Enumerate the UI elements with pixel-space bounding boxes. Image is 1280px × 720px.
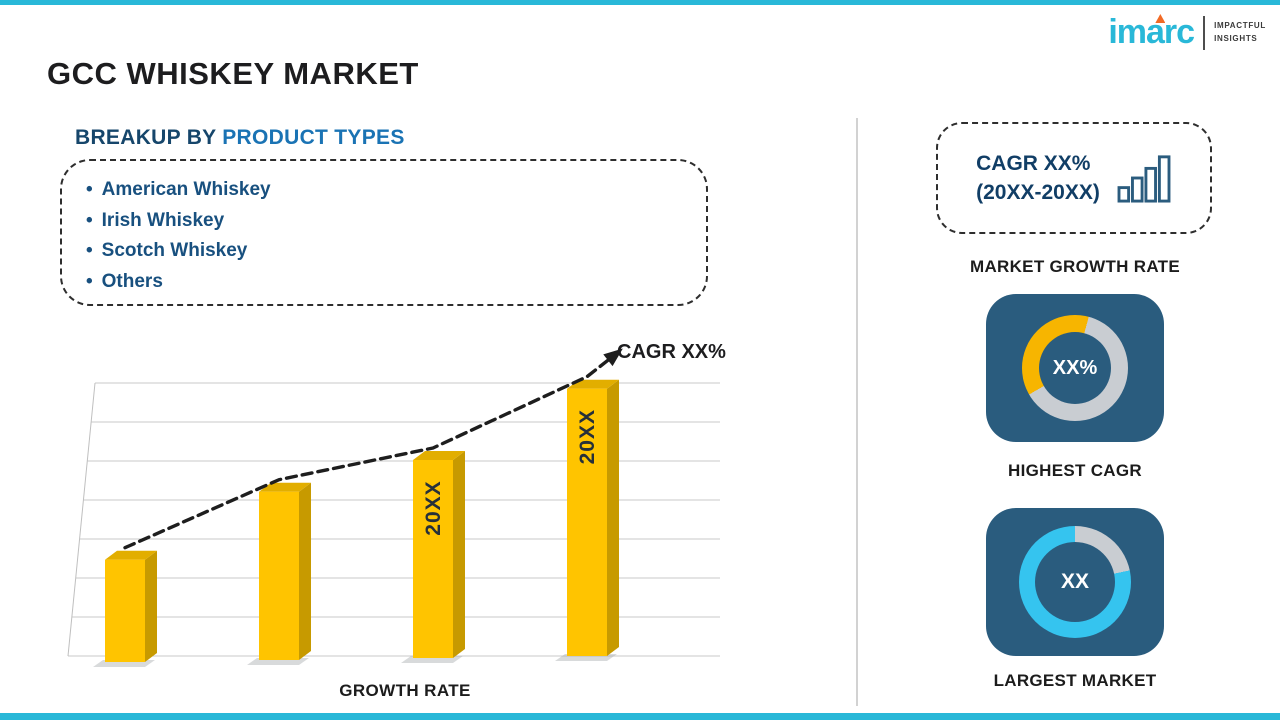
svg-text:20XX: 20XX xyxy=(422,480,445,535)
cagr-box-text: CAGR XX% (20XX-20XX) xyxy=(976,149,1100,208)
bar-chart-icon xyxy=(1117,155,1171,203)
cagr-box: CAGR XX% (20XX-20XX) xyxy=(936,122,1212,234)
top-accent-stripe xyxy=(0,0,1280,5)
chart-x-axis-label: GROWTH RATE xyxy=(339,681,471,700)
product-type-item: American Whiskey xyxy=(86,175,706,206)
product-type-item: Others xyxy=(86,267,706,298)
imarc-logo-brand: imarc xyxy=(1108,13,1195,52)
growth-bar-chart: 20XX 20XX xyxy=(67,348,720,667)
highest-cagr-donut: XX% xyxy=(1022,315,1128,421)
logo-tagline-line2: INSIGHTS xyxy=(1214,33,1258,43)
product-type-item: Irish Whiskey xyxy=(86,206,706,237)
largest-market-value: XX xyxy=(1060,570,1089,593)
trend-cagr-label: CAGR XX% xyxy=(617,341,726,363)
largest-market-tile: XX xyxy=(986,508,1164,656)
highest-cagr-tile: XX% xyxy=(986,294,1164,442)
svg-text:20XX: 20XX xyxy=(576,409,599,464)
product-types-list: American Whiskey Irish Whiskey Scotch Wh… xyxy=(62,161,706,297)
largest-market-donut-hole: XX xyxy=(1035,542,1115,622)
highest-cagr-value: XX% xyxy=(1052,356,1098,379)
cagr-box-period: (20XX-20XX) xyxy=(976,181,1100,204)
breakup-heading-highlight: PRODUCT TYPES xyxy=(222,126,405,149)
product-type-item: Scotch Whiskey xyxy=(86,236,706,267)
logo-tagline: IMPACTFUL INSIGHTS xyxy=(1214,20,1266,46)
market-growth-rate-label: MARKET GROWTH RATE xyxy=(969,257,1180,276)
cagr-box-value: CAGR XX% xyxy=(976,151,1091,175)
breakup-heading-prefix: BREAKUP BY xyxy=(75,126,223,149)
imarc-logo-text: imarc xyxy=(1108,13,1195,51)
page-title: GCC WHISKEY MARKET xyxy=(47,56,419,91)
bottom-accent-stripe xyxy=(0,713,1280,720)
largest-market-label: LARGEST MARKET xyxy=(993,671,1157,690)
vertical-divider xyxy=(856,118,858,706)
largest-market-donut: XX xyxy=(1019,526,1131,638)
highest-cagr-donut-hole: XX% xyxy=(1039,332,1111,404)
flame-icon xyxy=(1155,14,1166,23)
product-types-box: American Whiskey Irish Whiskey Scotch Wh… xyxy=(60,159,708,306)
highest-cagr-label: HIGHEST CAGR xyxy=(1008,461,1142,480)
imarc-logo: imarc IMPACTFUL INSIGHTS xyxy=(1108,13,1266,52)
logo-tagline-line1: IMPACTFUL xyxy=(1214,20,1266,30)
logo-divider xyxy=(1203,15,1206,50)
breakup-heading: BREAKUP BY PRODUCT TYPES xyxy=(75,126,405,150)
